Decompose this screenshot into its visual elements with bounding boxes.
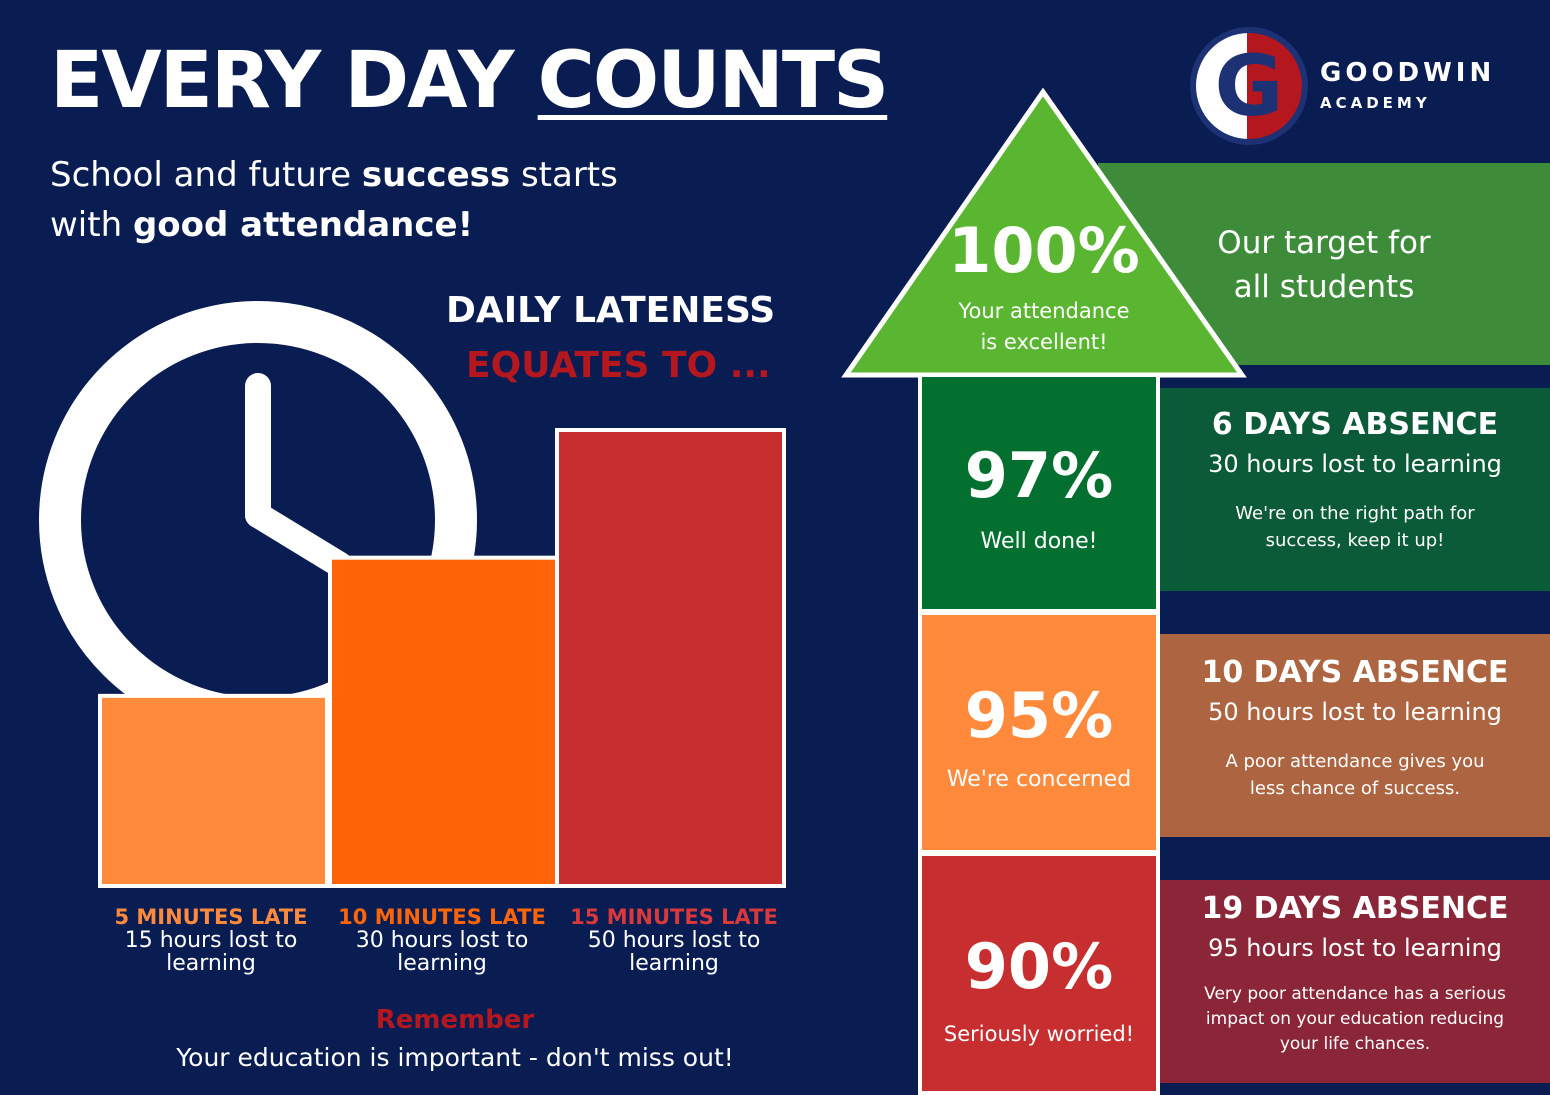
tier-label-line: is excellent! <box>980 330 1108 354</box>
absence-note: A poor attendance gives you less chance … <box>1160 748 1550 802</box>
tier-97: 97% Well done! <box>918 373 1160 613</box>
bar-caption-title: 15 MINUTES LATE <box>570 905 778 929</box>
title-part-1: EVERY DAY <box>50 36 514 126</box>
logo-name: GOODWIN <box>1320 58 1496 88</box>
bar-caption-line: 15 hours lost to <box>124 928 298 953</box>
logo-letter: G <box>1214 37 1284 135</box>
school-logo-icon: G <box>1196 33 1302 139</box>
tier-90: 90% Seriously worried! <box>918 852 1160 1095</box>
absence-band-6days: 6 DAYS ABSENCE 30 hours lost to learning… <box>1160 388 1550 591</box>
page-subtitle: School and future success starts with go… <box>50 150 618 250</box>
subtitle-text-d: with <box>50 205 123 245</box>
bar-caption-line: learning <box>629 951 719 976</box>
bar-caption-line: learning <box>397 951 487 976</box>
tier-label-line: Your attendance <box>958 299 1130 323</box>
lateness-heading: DAILY LATENESS <box>446 290 776 331</box>
bar-caption-line: learning <box>166 951 256 976</box>
absence-note-line: less chance of success. <box>1249 778 1461 799</box>
bar-caption-title: 10 MINUTES LATE <box>338 905 546 929</box>
bar-caption-title: 5 MINUTES LATE <box>114 905 308 929</box>
lateness-bar-5min <box>98 693 329 889</box>
target-band-line: all students <box>1233 269 1415 305</box>
bar-caption-line: 50 hours lost to <box>587 928 761 953</box>
absence-note-line: We're on the right path for <box>1235 503 1475 524</box>
absence-title: 10 DAYS ABSENCE <box>1201 655 1509 690</box>
absence-note-line: impact on your education reducing <box>1205 1009 1505 1029</box>
subtitle-text-b: success <box>361 155 511 195</box>
tier-label: We're concerned <box>946 767 1132 792</box>
tier-percent: 100% <box>948 214 1140 287</box>
bar-caption-line: 30 hours lost to <box>355 928 529 953</box>
lateness-graphic <box>39 301 786 889</box>
target-band-line: Our target for <box>1217 225 1431 261</box>
bar-caption-5min: 5 MINUTES LATE 15 hours lost to learning <box>96 905 326 976</box>
absence-title: 19 DAYS ABSENCE <box>1201 891 1509 926</box>
tier-percent: 90% <box>964 930 1114 1003</box>
bar-caption-15min: 15 MINUTES LATE 50 hours lost to learnin… <box>559 905 789 976</box>
lateness-bar-10min <box>328 555 559 888</box>
tier-percent: 97% <box>964 439 1114 512</box>
tier-label: Well done! <box>980 529 1098 554</box>
tier-label: Your attendance is excellent! <box>914 296 1174 358</box>
lateness-subheading: EQUATES TO ... <box>466 345 771 386</box>
subtitle-text-c: starts <box>520 155 618 195</box>
absence-note-line: your life chances. <box>1279 1034 1431 1054</box>
absence-band-19days: 19 DAYS ABSENCE 95 hours lost to learnin… <box>1160 880 1550 1083</box>
absence-note-line: Very poor attendance has a serious <box>1204 984 1506 1004</box>
tier-100: 100% Your attendance is excellent! <box>914 220 1174 358</box>
remember-label: Remember <box>375 1005 535 1035</box>
absence-title: 6 DAYS ABSENCE <box>1211 407 1499 442</box>
absence-note: We're on the right path for success, kee… <box>1160 500 1550 554</box>
lateness-bar-15min <box>555 428 786 888</box>
absence-hours: 30 hours lost to learning <box>1208 450 1502 478</box>
tier-percent: 95% <box>964 679 1114 752</box>
remember-message: Your education is important - don't miss… <box>176 1043 734 1072</box>
absence-note: Very poor attendance has a serious impac… <box>1160 982 1550 1057</box>
absence-note-line: success, keep it up! <box>1265 530 1445 551</box>
subtitle-text-a: School and future <box>50 155 352 195</box>
tier-95: 95% We're concerned <box>918 611 1160 854</box>
absence-note-line: A poor attendance gives you <box>1225 751 1485 772</box>
tier-label: Seriously worried! <box>943 1022 1135 1046</box>
subtitle-text-e: good attendance! <box>132 205 474 245</box>
absence-hours: 50 hours lost to learning <box>1208 698 1502 726</box>
target-band: Our target for all students <box>1098 163 1550 365</box>
bar-caption-10min: 10 MINUTES LATE 30 hours lost to learnin… <box>327 905 557 976</box>
page-title: EVERY DAY COUNTS <box>50 42 889 120</box>
logo-subtitle: ACADEMY <box>1320 94 1431 112</box>
absence-band-10days: 10 DAYS ABSENCE 50 hours lost to learnin… <box>1160 634 1550 837</box>
absence-hours: 95 hours lost to learning <box>1208 934 1502 962</box>
title-part-2: COUNTS <box>537 36 890 126</box>
